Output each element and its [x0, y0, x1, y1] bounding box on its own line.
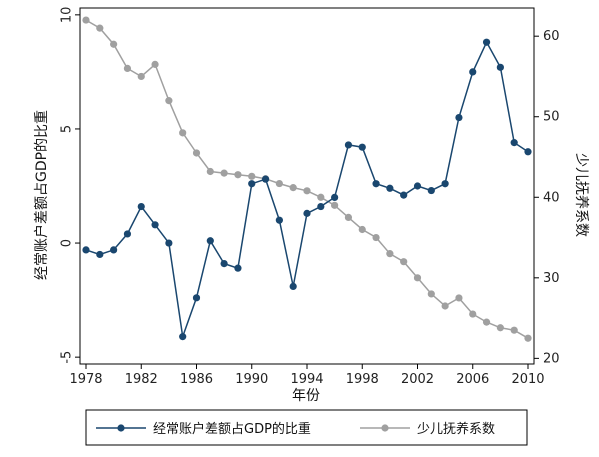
y-left-tick-label: -5 — [60, 351, 75, 364]
data-point — [469, 68, 477, 76]
data-point — [386, 250, 394, 258]
x-tick-label: 1998 — [346, 372, 379, 387]
data-point — [358, 225, 366, 234]
x-tick-label: 1994 — [290, 372, 323, 387]
data-point — [317, 193, 325, 201]
x-axis-label: 年份 — [292, 388, 320, 404]
data-point — [510, 139, 518, 147]
data-point — [427, 290, 435, 298]
data-point — [248, 180, 256, 188]
data-point — [344, 141, 353, 149]
data-point — [82, 16, 90, 24]
data-point — [137, 72, 145, 81]
data-point — [358, 143, 366, 151]
data-point — [261, 175, 270, 183]
data-point — [386, 184, 394, 192]
legend-label-dependency-ratio: 少儿抚养系数 — [417, 421, 495, 437]
data-point — [248, 172, 256, 180]
data-point — [96, 24, 104, 32]
y-left-tick-label: 10 — [60, 7, 75, 24]
data-point — [96, 250, 104, 259]
data-point — [496, 324, 504, 332]
data-point — [372, 233, 380, 242]
legend-marker-dependency-ratio — [381, 424, 389, 432]
y-axis-right-label: 少儿抚养系数 — [573, 153, 589, 237]
data-point — [331, 193, 339, 202]
data-point — [151, 60, 159, 68]
data-point — [234, 264, 242, 272]
data-point — [165, 97, 173, 105]
data-point — [303, 187, 311, 195]
y-axis-left-label: 经常账户差额占GDP的比重 — [33, 110, 50, 280]
data-point — [344, 213, 353, 222]
data-point — [400, 258, 408, 266]
data-point — [427, 186, 435, 195]
data-point — [137, 202, 145, 211]
data-point — [524, 334, 532, 342]
data-point — [123, 230, 132, 238]
data-point — [455, 113, 463, 122]
data-point — [482, 318, 491, 326]
data-point — [165, 239, 173, 247]
legend-box — [85, 409, 528, 446]
data-point — [179, 333, 187, 341]
data-point — [400, 191, 408, 199]
legend-marker-current-account — [117, 424, 125, 432]
x-tick-label: 2006 — [456, 372, 489, 387]
y-right-tick-label: 30 — [543, 271, 560, 286]
data-point — [220, 169, 228, 177]
data-point — [441, 302, 449, 310]
x-tick-label: 1990 — [235, 372, 268, 387]
x-tick-label: 2002 — [401, 372, 434, 387]
data-point — [192, 149, 201, 157]
data-point — [413, 274, 422, 282]
data-point — [206, 167, 214, 176]
data-point — [289, 184, 297, 192]
legend-label-current-account: 经常账户差额占GDP的比重 — [153, 421, 311, 437]
data-point — [510, 326, 518, 334]
x-tick-label: 1982 — [125, 372, 158, 387]
data-point — [110, 40, 118, 48]
x-tick-label: 1986 — [180, 372, 213, 387]
data-point — [482, 38, 491, 46]
y-left-tick-label: 5 — [60, 125, 75, 133]
data-point — [220, 259, 228, 268]
data-point — [179, 129, 187, 137]
y-right-tick-label: 20 — [543, 351, 560, 366]
series-layer — [82, 16, 532, 342]
series-line — [85, 19, 529, 339]
data-point — [331, 201, 339, 209]
data-point — [110, 246, 118, 254]
data-point — [455, 294, 463, 302]
axes-layer: -5 0 5 10 20 30 40 50 60 1978 1982 1986 1990 1994 1998… — [60, 7, 560, 387]
data-point — [289, 282, 297, 291]
y-right-tick-label: 40 — [543, 190, 560, 205]
data-point — [275, 179, 283, 188]
data-point — [496, 63, 504, 71]
data-point — [206, 237, 214, 245]
data-point — [192, 294, 201, 302]
y-right-tick-label: 50 — [543, 110, 560, 125]
data-point — [82, 246, 90, 254]
data-point — [524, 148, 532, 156]
data-point — [303, 209, 311, 217]
data-point — [469, 310, 477, 318]
x-tick-label: 2010 — [511, 372, 544, 387]
data-point — [123, 64, 132, 73]
x-tick-label: 1978 — [69, 372, 102, 387]
y-right-tick-label: 60 — [543, 29, 560, 44]
data-point — [413, 182, 422, 190]
plot-frame — [79, 7, 535, 365]
data-point — [151, 221, 159, 229]
data-point — [317, 202, 325, 211]
data-point — [275, 216, 283, 224]
legend: 经常账户差额占GDP的比重 少儿抚养系数 — [85, 409, 528, 446]
data-point — [441, 180, 449, 188]
data-point — [234, 171, 242, 179]
data-point — [372, 180, 380, 188]
y-left-tick-label: 0 — [60, 239, 75, 247]
